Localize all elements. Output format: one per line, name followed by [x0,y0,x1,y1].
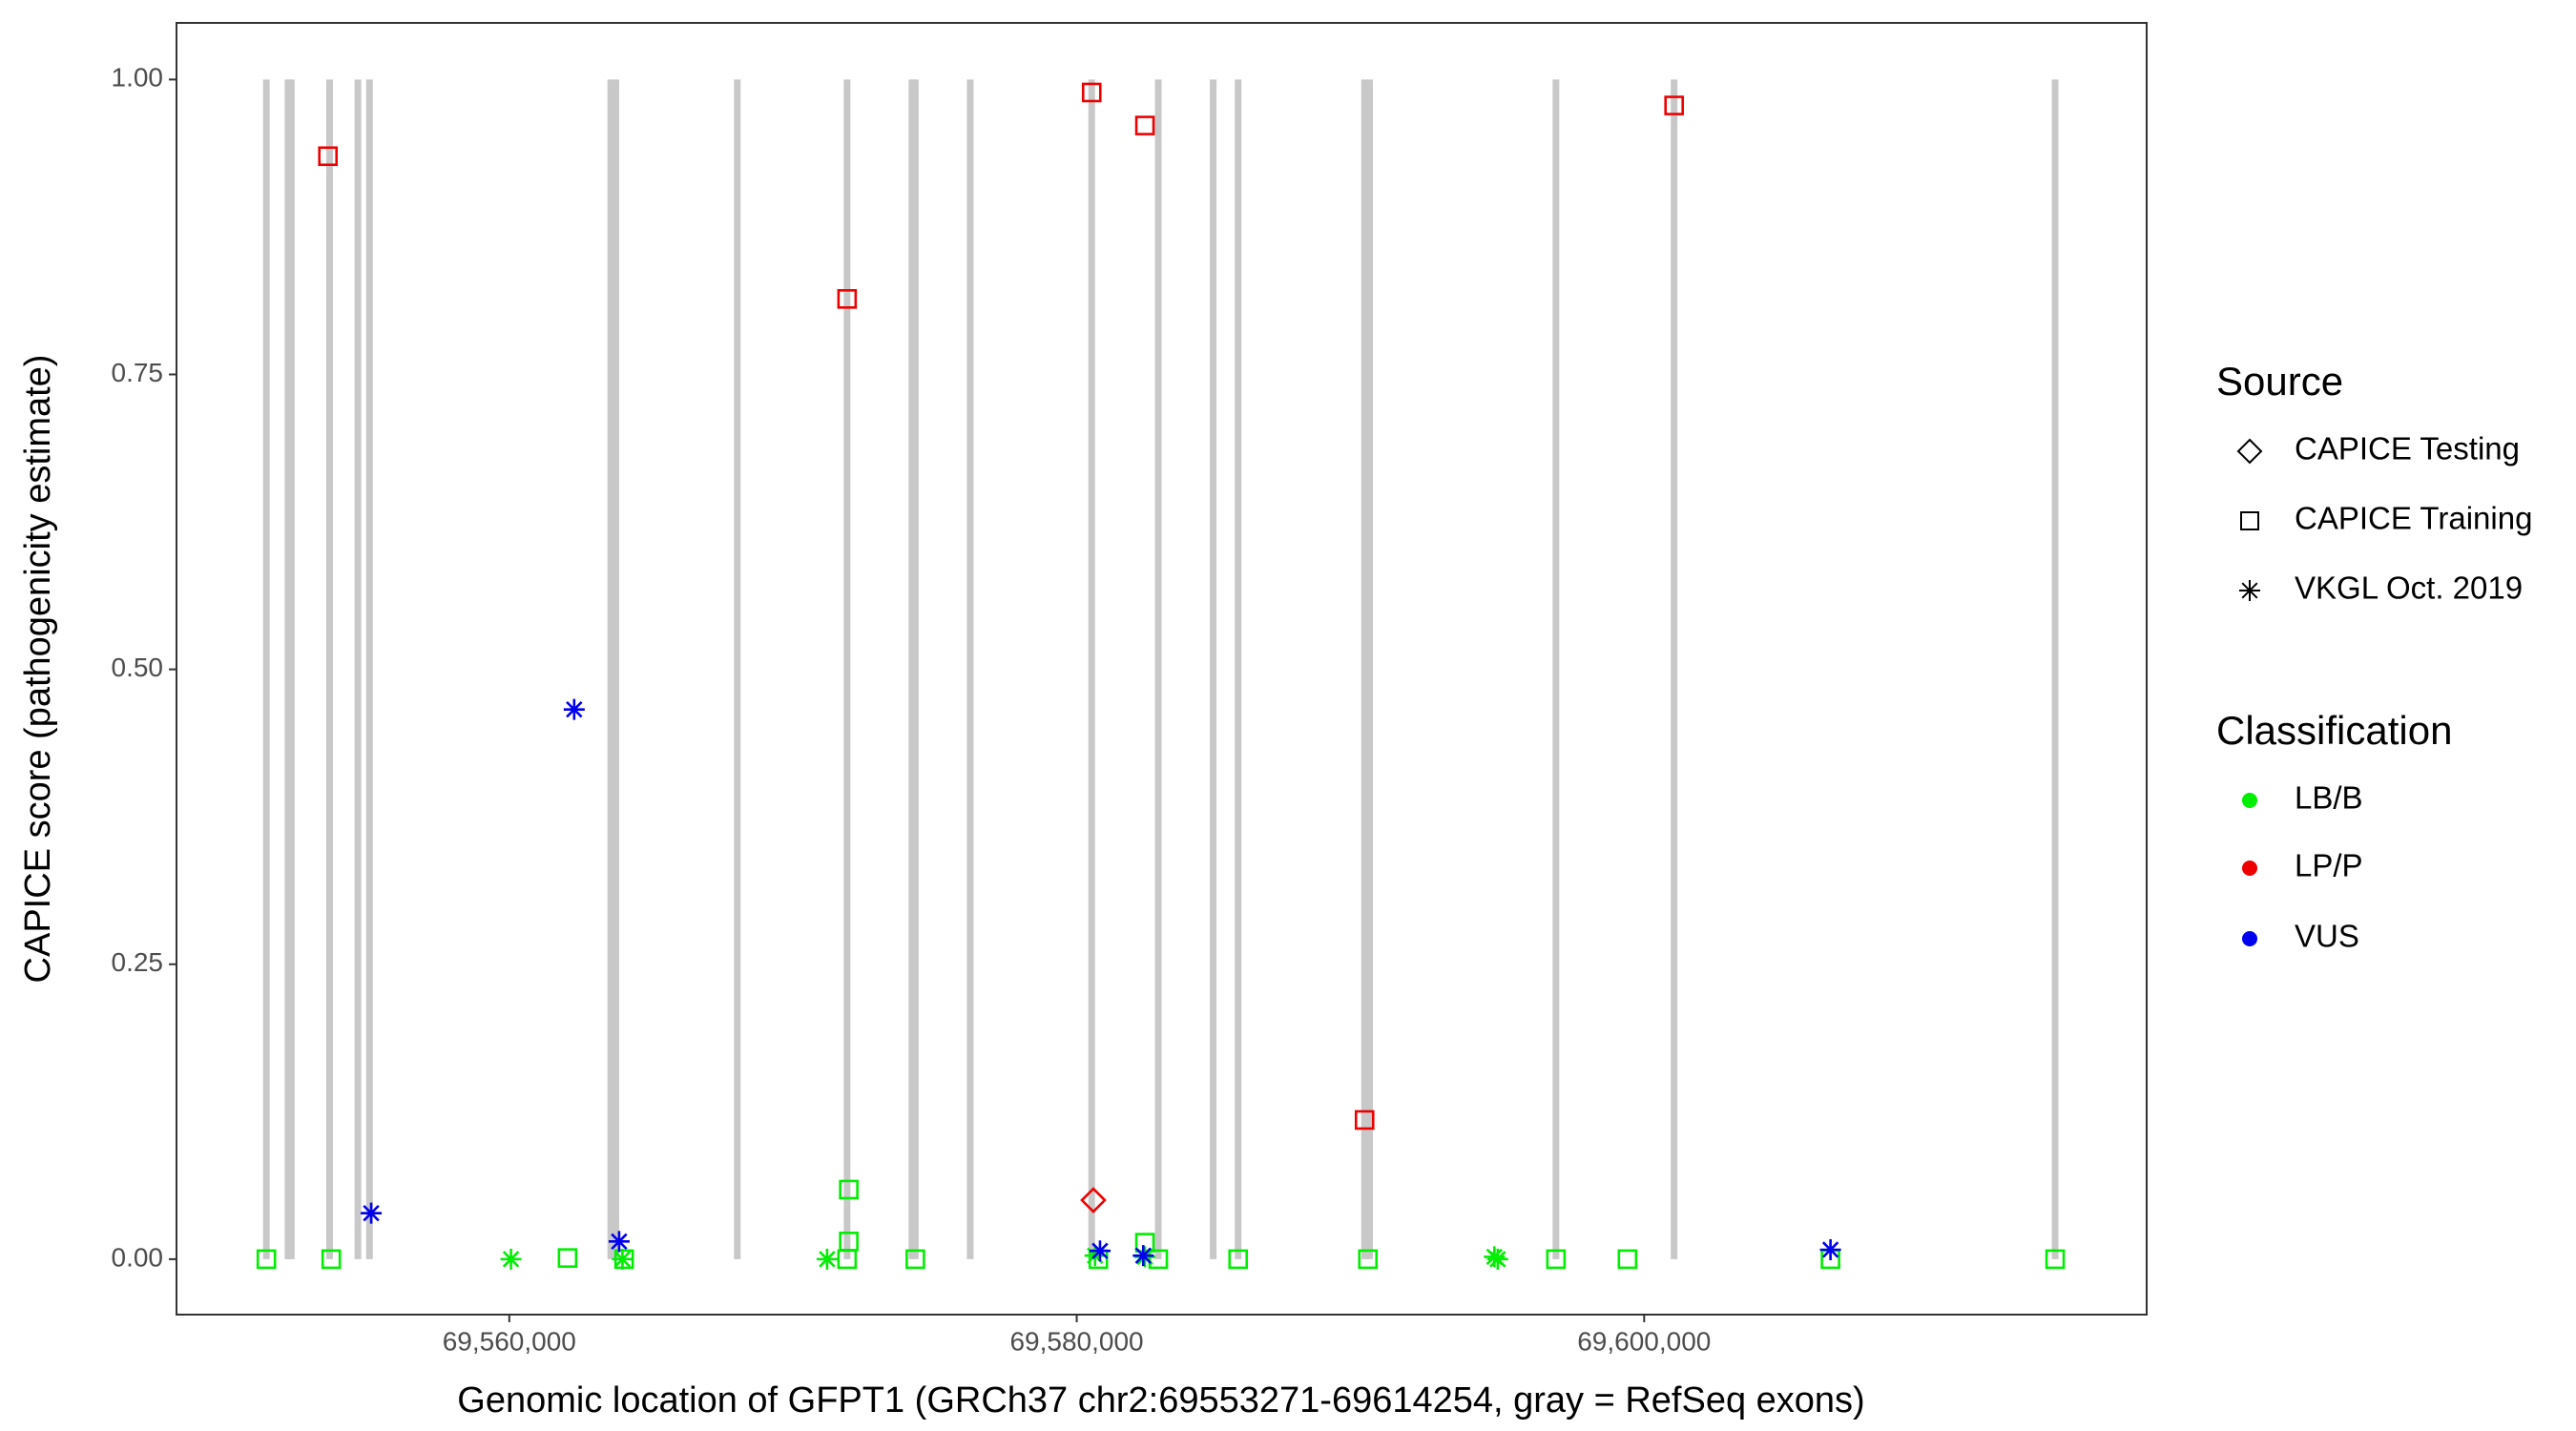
y-tick-label: 0.75 [112,358,164,387]
point [563,698,585,720]
legend-label: LP/P [2295,848,2363,883]
x-tick-label: 69,600,000 [1577,1326,1711,1356]
point [1617,1249,1638,1270]
legend-title: Source [2216,359,2343,404]
legend-label: VUS [2295,919,2359,954]
point [1819,1238,1841,1260]
point [1134,115,1155,135]
point [500,1248,522,1270]
point [608,1231,630,1253]
point [318,146,339,167]
point [557,1248,578,1268]
legend-symbol [2240,511,2259,530]
legend-symbol [2242,861,2257,876]
point [1132,1245,1154,1267]
point [612,1248,634,1270]
point [816,1248,838,1270]
point [905,1249,925,1270]
legend-symbol [2239,580,2260,601]
legend-label: VKGL Oct. 2019 [2295,570,2523,606]
point [1546,1249,1567,1270]
point [1080,1187,1107,1213]
point [256,1249,277,1270]
point [837,289,858,309]
x-axis-title: Genomic location of GFPT1 (GRCh37 chr2:6… [457,1380,1864,1421]
legend-title: Classification [2216,708,2452,753]
legend-label: CAPICE Testing [2295,431,2520,467]
point [1358,1249,1379,1270]
legend-label: CAPICE Training [2295,501,2532,536]
y-tick-label: 0.25 [112,947,164,977]
legend-symbol [2242,931,2257,946]
point [1228,1249,1249,1270]
point [1354,1110,1375,1130]
x-tick-label: 69,560,000 [443,1326,576,1356]
y-tick-label: 1.00 [112,63,164,93]
point [1148,1249,1169,1270]
y-tick-label: 0.50 [112,653,164,682]
point [1664,95,1684,115]
x-tick-label: 69,580,000 [1009,1326,1143,1356]
legend-label: LB/B [2295,780,2363,816]
point [361,1202,383,1224]
legend-symbol [2236,438,2263,465]
point [1486,1248,1508,1270]
point [839,1179,859,1200]
y-axis-title: CAPICE score (pathogenicity estimate) [18,355,58,984]
point [839,1232,859,1252]
y-tick-label: 0.00 [112,1242,164,1272]
point [321,1249,342,1270]
point [1089,1240,1111,1262]
legend-symbol [2242,793,2257,808]
point [1081,82,1102,103]
point [2045,1249,2066,1270]
